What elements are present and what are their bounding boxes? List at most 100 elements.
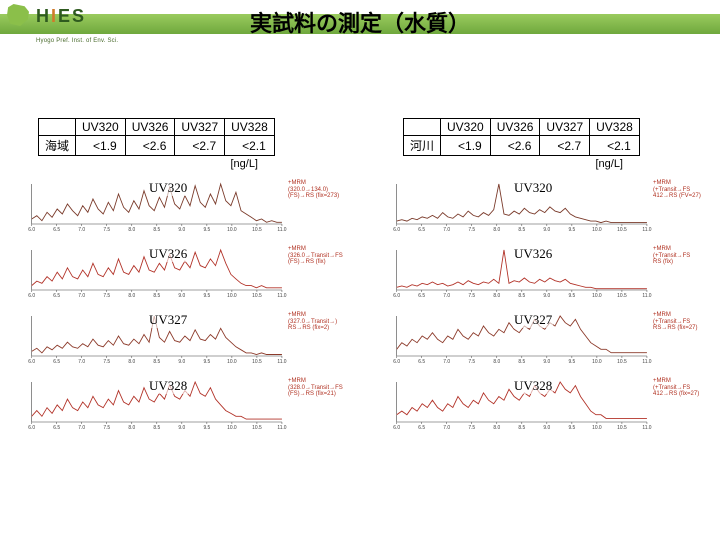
col-uv328: UV328 — [590, 119, 640, 136]
svg-text:11.0: 11.0 — [277, 293, 286, 299]
svg-text:10.5: 10.5 — [252, 293, 262, 299]
svg-text:9.5: 9.5 — [568, 227, 575, 233]
svg-text:8.5: 8.5 — [518, 359, 525, 365]
svg-text:9.5: 9.5 — [568, 359, 575, 365]
chromatogram: 6.06.57.07.58.08.59.09.510.010.511.0 UV3… — [10, 242, 345, 306]
svg-text:8.0: 8.0 — [128, 293, 135, 299]
val-uv328: <2.1 — [590, 136, 640, 156]
svg-text:11.0: 11.0 — [642, 359, 651, 365]
svg-text:8.5: 8.5 — [518, 293, 525, 299]
svg-text:8.5: 8.5 — [153, 293, 160, 299]
page-title: 実試料の測定（水質） — [0, 6, 720, 38]
svg-text:6.0: 6.0 — [393, 425, 400, 431]
svg-text:6.0: 6.0 — [393, 227, 400, 233]
svg-text:10.0: 10.0 — [592, 293, 602, 299]
svg-text:7.5: 7.5 — [468, 227, 475, 233]
chrom-label: UV328 — [148, 378, 188, 394]
val-uv320: <1.9 — [76, 136, 126, 156]
chromatogram: 6.06.57.07.58.08.59.09.510.010.511.0 UV3… — [375, 308, 710, 372]
svg-text:10.5: 10.5 — [617, 293, 627, 299]
svg-text:8.5: 8.5 — [518, 425, 525, 431]
svg-text:6.5: 6.5 — [418, 425, 425, 431]
svg-text:6.0: 6.0 — [28, 359, 35, 365]
svg-text:7.0: 7.0 — [443, 359, 450, 365]
svg-text:7.0: 7.0 — [78, 359, 85, 365]
left-table: UV320 UV326 UV327 UV328 海域 <1.9 <2.6 <2.… — [38, 118, 275, 156]
svg-text:10.5: 10.5 — [617, 359, 627, 365]
chrom-sidecap: +MRM (+Transit→FSRS→RS (fix=27) — [653, 312, 707, 332]
svg-text:10.5: 10.5 — [617, 227, 627, 233]
chrom-sidecap: +MRM (327.0→Transit→)RS→RS (fix=2) — [288, 312, 342, 332]
svg-text:10.0: 10.0 — [227, 425, 237, 431]
chrom-sidecap: +MRM (+Transit→FS412→RS (FV=27) — [653, 180, 707, 200]
svg-text:6.5: 6.5 — [53, 293, 60, 299]
svg-text:10.0: 10.0 — [592, 359, 602, 365]
svg-text:6.0: 6.0 — [28, 293, 35, 299]
val-uv327: <2.7 — [540, 136, 590, 156]
svg-text:10.0: 10.0 — [227, 359, 237, 365]
col-uv327: UV327 — [540, 119, 590, 136]
chrom-sidecap: +MRM (326.0→Transit→FS(FS)→RS (fix) — [288, 246, 342, 266]
svg-text:9.0: 9.0 — [543, 293, 550, 299]
svg-text:7.0: 7.0 — [443, 425, 450, 431]
svg-text:7.5: 7.5 — [103, 227, 110, 233]
svg-text:11.0: 11.0 — [277, 227, 286, 233]
chrom-label: UV327 — [148, 312, 188, 328]
svg-text:10.0: 10.0 — [227, 227, 237, 233]
svg-text:7.0: 7.0 — [443, 227, 450, 233]
chrom-label: UV320 — [513, 180, 553, 196]
chromatogram: 6.06.57.07.58.08.59.09.510.010.511.0 UV3… — [10, 176, 345, 240]
svg-text:10.0: 10.0 — [592, 227, 602, 233]
svg-text:9.5: 9.5 — [568, 425, 575, 431]
col-uv327: UV327 — [175, 119, 225, 136]
svg-text:6.0: 6.0 — [393, 359, 400, 365]
svg-text:6.5: 6.5 — [53, 227, 60, 233]
svg-text:8.5: 8.5 — [518, 227, 525, 233]
left-chrom-stack: 6.0 6.5 7.0 7.5 8.0 8.5 9.0 9.5 10.0 10.5 11.0 UV3… — [10, 176, 345, 438]
svg-text:10.5: 10.5 — [252, 227, 262, 233]
svg-text:8.5: 8.5 — [153, 425, 160, 431]
chrom-label: UV326 — [513, 246, 553, 262]
svg-text:8.5: 8.5 — [153, 359, 160, 365]
unit-left: [ng/L] — [10, 158, 264, 170]
svg-text:6.5: 6.5 — [418, 359, 425, 365]
svg-text:7.5: 7.5 — [468, 425, 475, 431]
chrom-label: UV328 — [513, 378, 553, 394]
chrom-label: UV326 — [148, 246, 188, 262]
right-chrom-stack: 6.0 6.5 7.0 7.5 8.0 8.5 9.0 9.5 10.0 10.5 11.0 UV3… — [375, 176, 710, 438]
left-column: UV320 UV326 UV327 UV328 海域 <1.9 <2.6 <2.… — [10, 118, 345, 440]
svg-text:7.0: 7.0 — [78, 425, 85, 431]
svg-text:11.0: 11.0 — [642, 227, 651, 233]
val-uv327: <2.7 — [175, 136, 225, 156]
svg-text:8.0: 8.0 — [128, 359, 135, 365]
svg-text:10.5: 10.5 — [252, 359, 262, 365]
svg-text:8.0: 8.0 — [128, 425, 135, 431]
table-header-row: UV320 UV326 UV327 UV328 — [404, 119, 640, 136]
right-table: UV320 UV326 UV327 UV328 河川 <1.9 <2.6 <2.… — [403, 118, 640, 156]
val-uv326: <2.6 — [125, 136, 175, 156]
chromatogram: 6.06.57.07.58.08.59.09.510.010.511.0 UV3… — [10, 374, 345, 438]
table-header-row: UV320 UV326 UV327 UV328 — [39, 119, 275, 136]
val-uv326: <2.6 — [490, 136, 540, 156]
svg-text:9.0: 9.0 — [178, 293, 185, 299]
chromatogram: 6.06.57.07.58.08.59.09.510.010.511.0 UV3… — [375, 242, 710, 306]
svg-text:7.5: 7.5 — [468, 359, 475, 365]
svg-text:6.5: 6.5 — [53, 359, 60, 365]
chrom-label: UV320 — [148, 180, 188, 196]
svg-text:10.5: 10.5 — [617, 425, 627, 431]
svg-text:9.0: 9.0 — [543, 227, 550, 233]
svg-text:9.5: 9.5 — [568, 293, 575, 299]
svg-text:7.5: 7.5 — [103, 359, 110, 365]
chrom-sidecap: +MRM (+Transit→FSRS (fix) — [653, 246, 707, 266]
svg-text:8.0: 8.0 — [493, 359, 500, 365]
svg-text:11.0: 11.0 — [277, 359, 286, 365]
col-uv326: UV326 — [125, 119, 175, 136]
svg-text:9.0: 9.0 — [178, 425, 185, 431]
svg-text:8.0: 8.0 — [493, 293, 500, 299]
col-uv320: UV320 — [441, 119, 491, 136]
chrom-sidecap: +MRM (320.0→134.0)(FS)→RS (fix=273) — [288, 180, 342, 200]
svg-text:7.0: 7.0 — [78, 293, 85, 299]
svg-text:9.0: 9.0 — [543, 425, 550, 431]
svg-text:9.5: 9.5 — [203, 359, 210, 365]
table-data-row: 河川 <1.9 <2.6 <2.7 <2.1 — [404, 136, 640, 156]
